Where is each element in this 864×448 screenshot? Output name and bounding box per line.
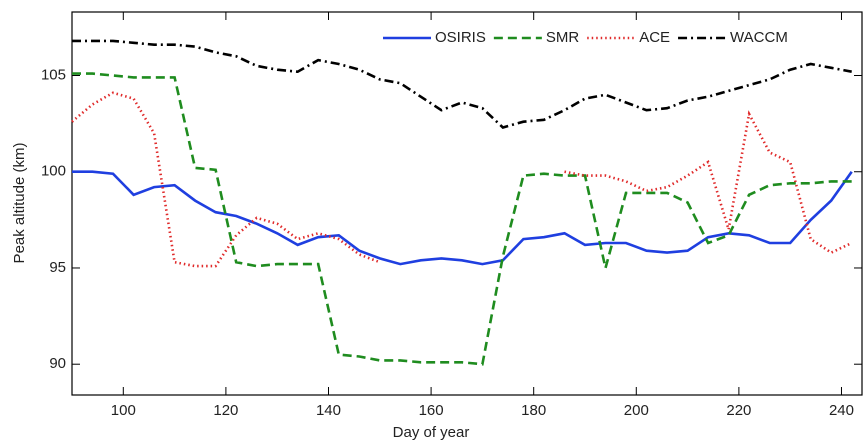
y-tick-label: 100	[41, 163, 66, 180]
x-tick-label: 200	[624, 402, 649, 419]
x-tick-label: 100	[111, 402, 136, 419]
x-tick-label: 140	[316, 402, 341, 419]
y-tick-label: 105	[41, 66, 66, 83]
series-line	[72, 72, 852, 366]
legend-label: WACCM	[730, 29, 788, 46]
y-tick-label: 90	[49, 355, 66, 372]
plot-frame	[71, 11, 863, 396]
legend-label: ACE	[639, 29, 670, 46]
series-line	[72, 170, 853, 266]
series-line	[72, 39, 852, 129]
legend-label: OSIRIS	[435, 29, 486, 46]
x-tick-label: 120	[213, 402, 238, 419]
x-axis-label: Day of year	[393, 424, 470, 441]
x-tick-label: 220	[726, 402, 751, 419]
y-axis-label: Peak altitude (km)	[11, 143, 28, 264]
x-tick-label: 160	[419, 402, 444, 419]
series-line	[71, 91, 853, 268]
x-tick-label: 180	[521, 402, 546, 419]
x-tick-label: 240	[829, 402, 854, 419]
legend-label: SMR	[546, 29, 580, 46]
y-tick-label: 95	[49, 259, 66, 276]
